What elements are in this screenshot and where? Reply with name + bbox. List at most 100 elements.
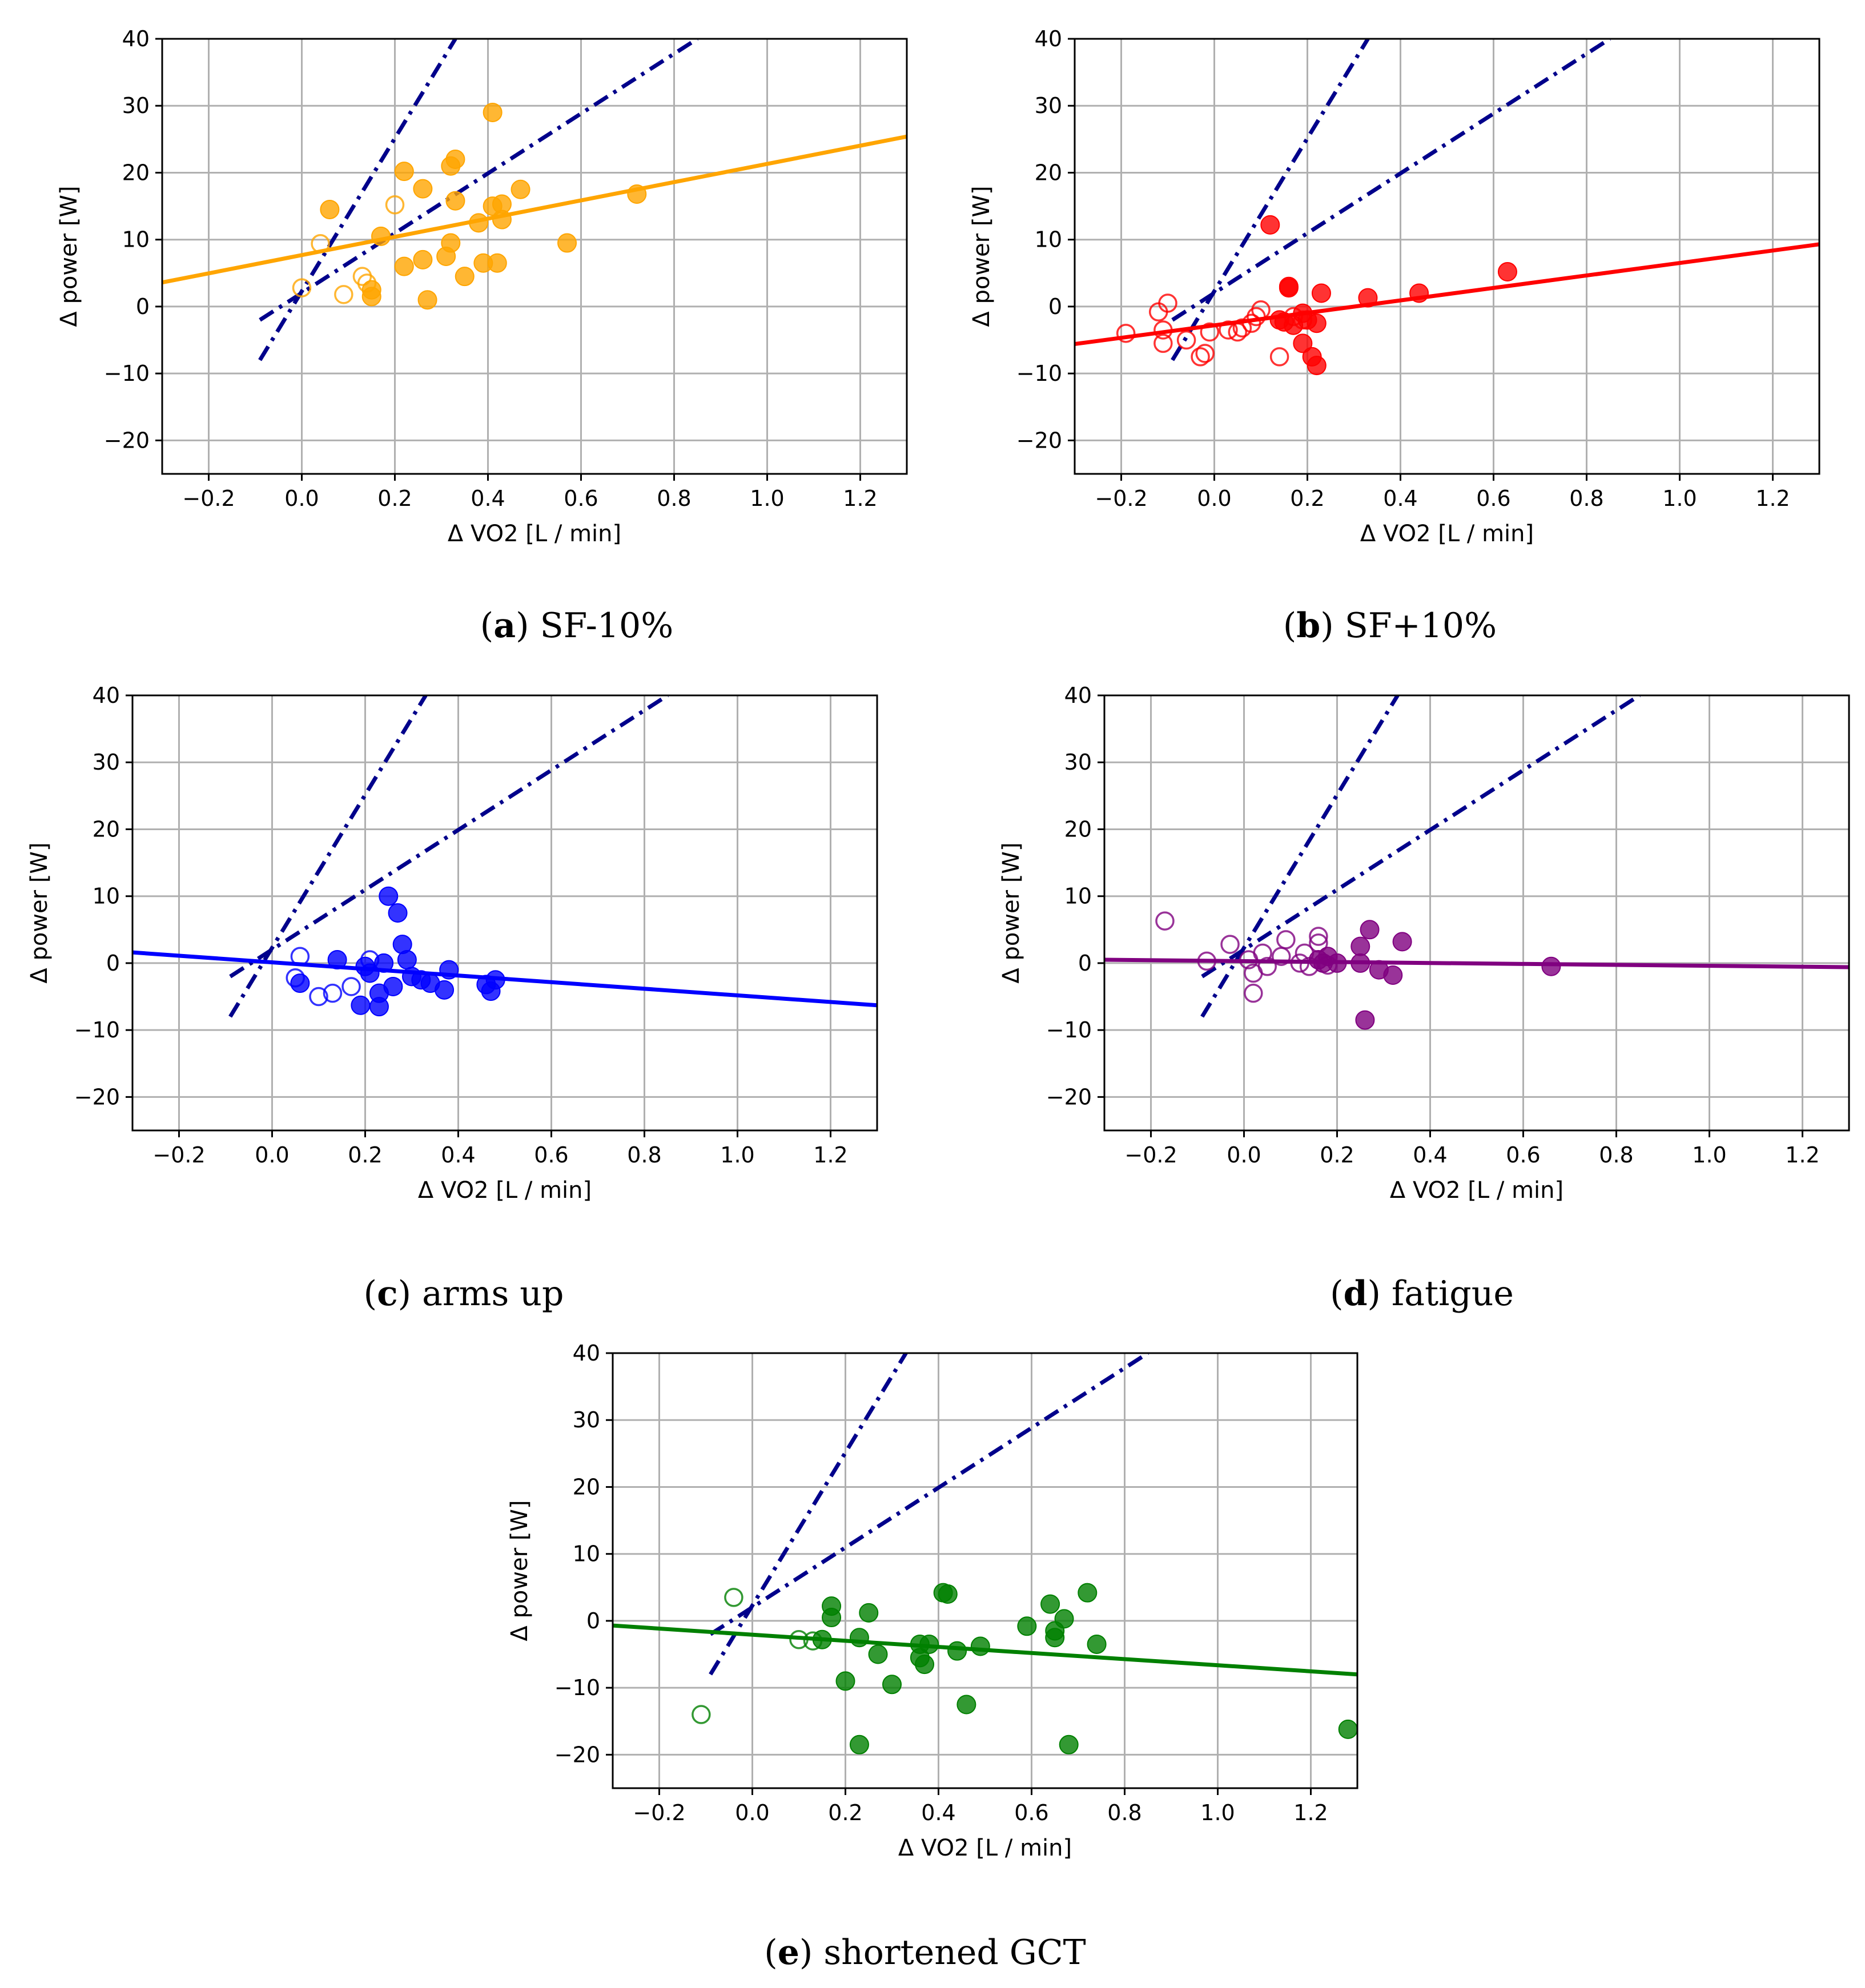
- reference-line-c-1: [229, 695, 669, 979]
- fit-line-c: [132, 950, 877, 1008]
- point-filled-a-5: [413, 249, 433, 269]
- point-filled-a-19: [492, 194, 512, 214]
- ytick-label-b-0: −20: [1016, 428, 1062, 453]
- xtick-label-a-2: 0.2: [377, 486, 412, 511]
- point-filled-e-11: [915, 1655, 935, 1675]
- point-filled-a-8: [441, 233, 461, 253]
- point-filled-c-9: [383, 976, 403, 996]
- point-filled-e-18: [1017, 1616, 1037, 1636]
- point-filled-a-20: [511, 179, 530, 199]
- xtick-label-a-1: 0.0: [284, 486, 319, 511]
- point-open-a-2: [334, 285, 353, 304]
- x-axis-label-a: Δ VO2 [L / min]: [448, 521, 621, 547]
- point-filled-a-17: [487, 253, 507, 273]
- point-open-d-5: [1244, 983, 1263, 1003]
- point-filled-a-10: [445, 150, 465, 170]
- reference-line-a-0: [258, 39, 457, 361]
- point-filled-e-25: [1087, 1634, 1107, 1654]
- chart-panel-d: −0.2 0.0 0.2 0.4 0.6 0.8 1.0 1.2 −20 −10 0 10 20 30 40…: [998, 683, 1850, 1204]
- xtick-label-b-2: 0.2: [1290, 486, 1324, 511]
- x-axis-label-c: Δ VO2 [L / min]: [418, 1177, 592, 1204]
- reference-line-d-1: [1201, 695, 1641, 979]
- axes-frame-d: [1103, 694, 1850, 1132]
- axes-frame-a: [161, 38, 908, 475]
- fit-line-b: [1075, 242, 1819, 347]
- point-filled-e-19: [1040, 1594, 1060, 1614]
- panels: −0.2 0.0 0.2 0.4 0.6 0.8 1.0 1.2 −20 −10 0 10 20 30 40…: [26, 26, 1850, 1861]
- xtick-label-a-5: 0.8: [657, 486, 691, 511]
- point-filled-a-12: [455, 267, 475, 287]
- ytick-label-a-1: −10: [104, 361, 150, 386]
- ytick-label-a-3: 10: [122, 227, 150, 252]
- xtick-label-a-3: 0.4: [471, 486, 505, 511]
- point-open-d-0: [1155, 911, 1175, 931]
- xtick-label-d-4: 0.6: [1506, 1142, 1540, 1168]
- ytick-label-c-5: 30: [93, 750, 120, 775]
- ytick-label-e-0: −20: [554, 1742, 600, 1767]
- xtick-label-c-1: 0.0: [255, 1142, 289, 1168]
- reference-line-a-1: [259, 39, 699, 322]
- ytick-label-e-2: 0: [586, 1608, 600, 1633]
- xtick-label-d-5: 0.8: [1599, 1142, 1633, 1168]
- point-filled-c-8: [379, 886, 399, 906]
- point-filled-d-11: [1541, 956, 1561, 976]
- y-axis-label-a: Δ power [W]: [56, 186, 82, 327]
- xtick-label-b-6: 1.0: [1662, 486, 1697, 511]
- ytick-label-d-5: 30: [1064, 750, 1092, 775]
- point-filled-d-5: [1350, 936, 1370, 956]
- point-filled-d-10: [1392, 932, 1412, 952]
- point-open-b-15: [1269, 347, 1289, 367]
- ytick-label-d-1: −10: [1046, 1017, 1092, 1043]
- xtick-label-e-5: 0.8: [1107, 1800, 1141, 1825]
- point-filled-c-16: [435, 980, 455, 1000]
- xtick-label-d-3: 0.4: [1413, 1142, 1447, 1168]
- point-open-c-3: [323, 983, 343, 1003]
- reference-line-c-0: [228, 695, 428, 1018]
- x-axis-label-e: Δ VO2 [L / min]: [898, 1835, 1072, 1861]
- reference-line-d-0: [1200, 695, 1400, 1018]
- plot-area-c: [132, 695, 877, 1018]
- y-axis-label-b: Δ power [W]: [968, 186, 995, 327]
- xtick-label-e-1: 0.0: [735, 1800, 769, 1825]
- xtick-label-e-2: 0.2: [828, 1800, 862, 1825]
- caption-d-text: fatigue: [1392, 1274, 1514, 1314]
- point-filled-a-24: [361, 287, 381, 307]
- ytick-label-c-1: −10: [74, 1017, 120, 1043]
- ytick-label-e-4: 20: [573, 1474, 600, 1499]
- xtick-label-e-0: −0.2: [633, 1800, 685, 1825]
- point-filled-b-0: [1260, 215, 1280, 235]
- ytick-label-b-6: 40: [1035, 26, 1062, 51]
- xtick-label-e-3: 0.4: [921, 1800, 955, 1825]
- point-open-c-4: [341, 977, 361, 996]
- point-filled-e-6: [859, 1603, 879, 1623]
- point-open-b-5: [1176, 330, 1196, 350]
- xtick-label-c-4: 0.6: [534, 1142, 568, 1168]
- reference-line-b-0: [1171, 39, 1370, 361]
- caption-a-letter: a: [493, 606, 516, 646]
- point-open-b-0: [1116, 324, 1136, 343]
- xtick-label-c-7: 1.2: [813, 1142, 847, 1168]
- xtick-label-c-2: 0.2: [348, 1142, 382, 1168]
- point-filled-d-9: [1383, 965, 1403, 985]
- point-filled-e-26: [1338, 1719, 1357, 1739]
- point-open-c-2: [309, 987, 328, 1007]
- point-open-b-11: [1232, 318, 1252, 338]
- caption-c-text: arms up: [422, 1274, 564, 1314]
- ytick-label-b-3: 10: [1035, 227, 1062, 252]
- axes-frame-e: [612, 1352, 1358, 1789]
- point-filled-b-11: [1307, 313, 1327, 333]
- caption-d-letter: d: [1344, 1274, 1368, 1314]
- x-axis-label-d: Δ VO2 [L / min]: [1390, 1177, 1563, 1204]
- point-filled-c-12: [397, 950, 417, 970]
- point-filled-e-14: [938, 1584, 958, 1604]
- ytick-label-d-2: 0: [1078, 951, 1092, 976]
- xtick-label-b-4: 0.6: [1476, 486, 1510, 511]
- ytick-label-d-3: 10: [1064, 884, 1092, 909]
- xtick-label-a-7: 1.2: [843, 486, 877, 511]
- point-filled-a-0: [320, 199, 340, 219]
- point-open-b-4: [1158, 293, 1177, 313]
- ytick-label-a-2: 0: [136, 294, 150, 319]
- point-filled-b-10: [1307, 356, 1327, 376]
